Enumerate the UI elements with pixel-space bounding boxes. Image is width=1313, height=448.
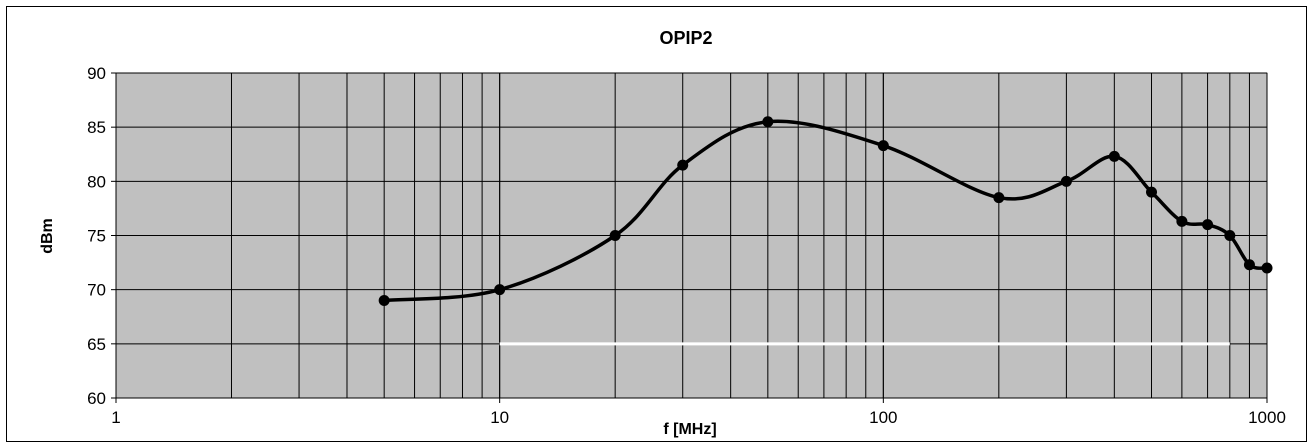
- x-axis-title: f [MHz]: [663, 421, 716, 438]
- x-tick-label: 100: [869, 408, 897, 427]
- y-tick-label: 60: [87, 389, 106, 408]
- x-tick-label: 10: [490, 408, 509, 427]
- data-point: [610, 230, 621, 241]
- data-point: [677, 160, 688, 171]
- chart-title: OPIP2: [659, 28, 712, 48]
- data-point: [1109, 151, 1120, 162]
- data-point: [1244, 259, 1255, 270]
- data-point: [762, 116, 773, 127]
- y-tick-label: 90: [87, 64, 106, 83]
- data-point: [494, 284, 505, 295]
- data-point: [993, 192, 1004, 203]
- data-point: [1202, 219, 1213, 230]
- x-tick-label: 1000: [1248, 408, 1286, 427]
- y-tick-label: 75: [87, 227, 106, 246]
- data-point: [1262, 263, 1273, 274]
- y-tick-label: 70: [87, 281, 106, 300]
- y-axis-title: dBm: [39, 218, 56, 254]
- y-tick-label: 65: [87, 335, 106, 354]
- data-point: [1224, 230, 1235, 241]
- y-tick-label: 80: [87, 172, 106, 191]
- data-point: [1146, 187, 1157, 198]
- x-tick-label: 1: [111, 408, 120, 427]
- data-point: [379, 295, 390, 306]
- data-point: [1176, 216, 1187, 227]
- y-tick-label: 85: [87, 118, 106, 137]
- data-point: [1061, 176, 1072, 187]
- data-point: [878, 140, 889, 151]
- y-tick-labels: 60 65 70 75 80 85 90: [87, 64, 106, 408]
